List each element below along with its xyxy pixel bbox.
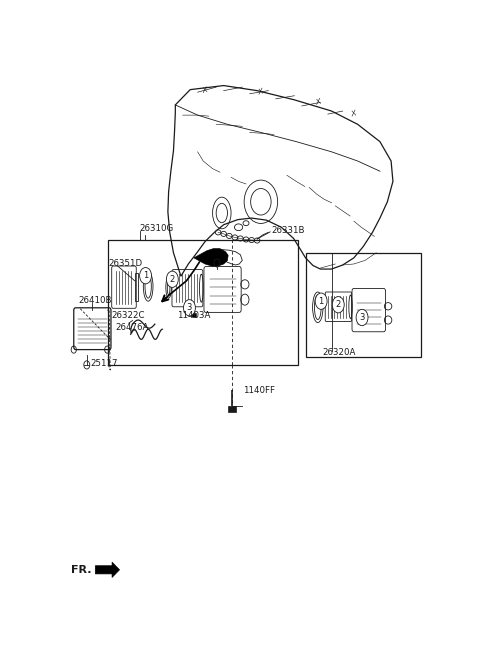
Bar: [192, 313, 196, 317]
Circle shape: [332, 297, 344, 313]
Polygon shape: [96, 562, 120, 577]
Text: 1: 1: [143, 271, 148, 280]
Circle shape: [167, 271, 178, 287]
Text: 11403A: 11403A: [177, 311, 211, 320]
Text: 26331B: 26331B: [271, 226, 305, 235]
Text: 2: 2: [336, 301, 341, 309]
Circle shape: [183, 300, 195, 316]
Bar: [135, 273, 138, 301]
Text: 26320A: 26320A: [322, 348, 356, 357]
Bar: [228, 406, 236, 412]
Polygon shape: [194, 249, 228, 266]
Circle shape: [356, 309, 368, 326]
Text: 26351D: 26351D: [109, 260, 143, 269]
Bar: [305, 253, 421, 357]
Circle shape: [315, 293, 327, 309]
Text: 26410B: 26410B: [79, 296, 112, 305]
Text: 2: 2: [170, 275, 175, 284]
Text: 25117: 25117: [91, 359, 118, 368]
Text: 3: 3: [360, 313, 365, 322]
Text: 26322C: 26322C: [111, 311, 144, 320]
Circle shape: [140, 267, 152, 284]
Text: FR.: FR.: [71, 565, 92, 575]
Text: 3: 3: [187, 303, 192, 312]
Text: 1140FF: 1140FF: [243, 386, 276, 395]
Text: 26310G: 26310G: [139, 224, 173, 234]
Text: 26476A: 26476A: [116, 322, 149, 332]
Bar: [108, 240, 298, 365]
Text: 1: 1: [319, 297, 324, 306]
